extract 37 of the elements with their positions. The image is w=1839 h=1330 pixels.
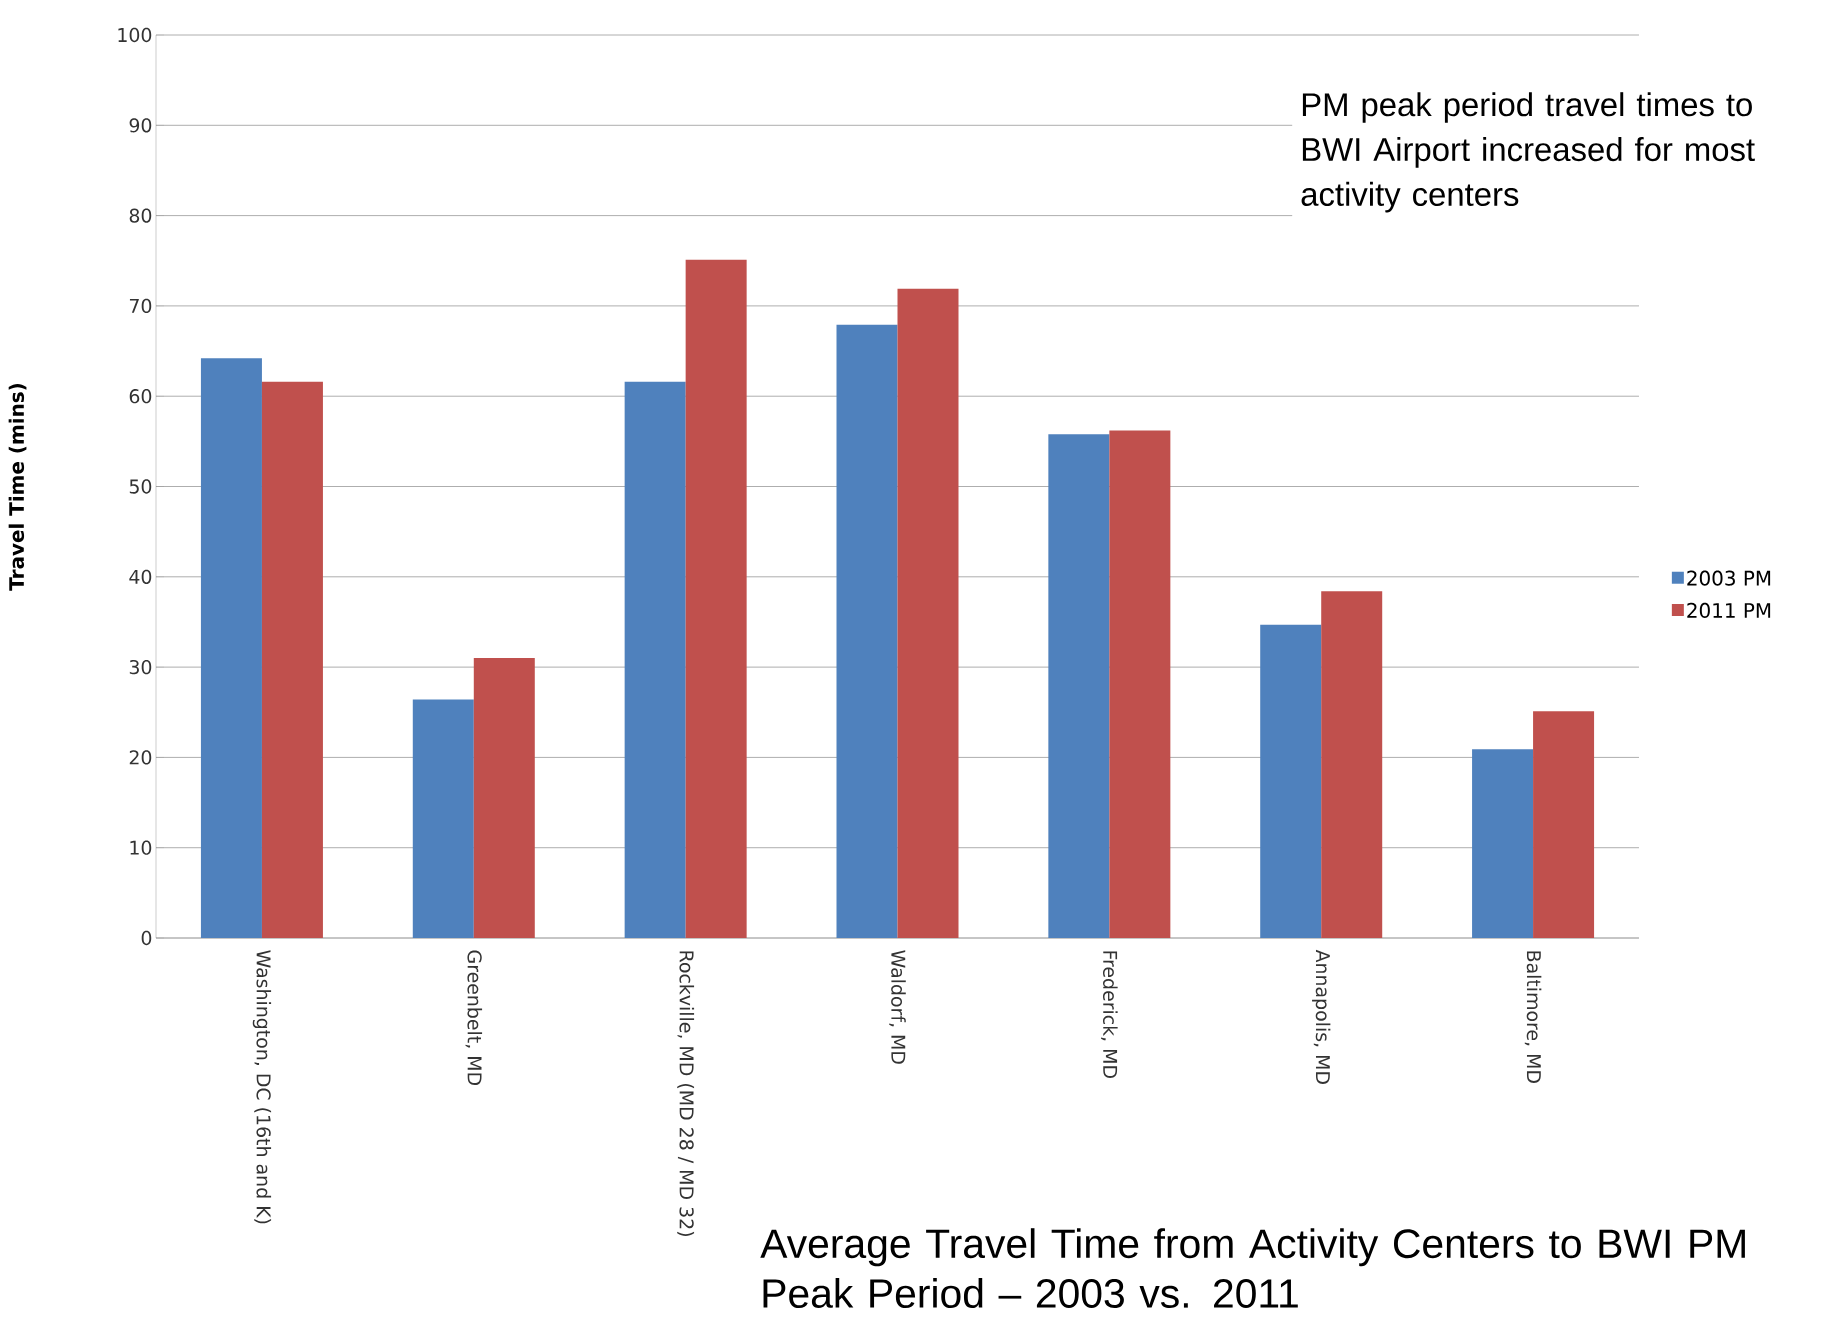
bar [261, 381, 323, 939]
text: Average Travel Time from Activity Centers to BWI PM Peak Period – 2003 vs. 2011 [760, 1228, 1745, 1309]
y-tick-label: 60 [129, 389, 152, 404]
bar [836, 324, 898, 939]
y-tick-label: 70 [129, 298, 152, 314]
bar [1472, 749, 1534, 939]
bar [412, 699, 474, 939]
bar [624, 381, 686, 939]
x-tick-label: Frederick, MD [1101, 951, 1118, 1078]
legend-label: 2011 PM [1687, 602, 1771, 618]
x-tick-label: Greenbelt, MD [465, 950, 483, 1085]
y-tick-label: 0 [141, 930, 152, 946]
y-tick-label: 50 [129, 479, 152, 494]
y-tick-label: 80 [129, 208, 152, 223]
y-tick-label: 40 [129, 569, 152, 584]
bar [897, 288, 959, 939]
bar [1321, 591, 1383, 939]
y-tick-label: 30 [129, 659, 152, 675]
y-axis-title: Travel Time (mins) [8, 384, 27, 591]
x-tick-label: Baltimore, MD [1524, 951, 1542, 1083]
bar [200, 358, 262, 939]
bar [473, 658, 535, 939]
x-tick-label: Washington, DC (16th and K) [252, 950, 272, 1224]
annotation: PM peak period travel times to BWI Airport increased for most activity centers [1301, 92, 1755, 213]
x-tick-label: Rockville, MD (MD 28 / MD 32) [677, 951, 695, 1236]
y-tick-label: 20 [129, 750, 152, 765]
bar [1048, 434, 1110, 939]
bar [1533, 711, 1595, 939]
bar [1260, 624, 1322, 939]
y-tick-label: 100 [118, 27, 152, 43]
y-tick-label: 90 [129, 118, 152, 133]
x-tick-label: Annapolis, MD [1312, 949, 1331, 1084]
y-tick-label: 10 [130, 840, 152, 855]
bar [685, 259, 747, 939]
legend-label: 2003 PM [1687, 570, 1771, 586]
x-tick-label: Waldorf, MD [889, 950, 906, 1064]
bar [1109, 430, 1171, 939]
